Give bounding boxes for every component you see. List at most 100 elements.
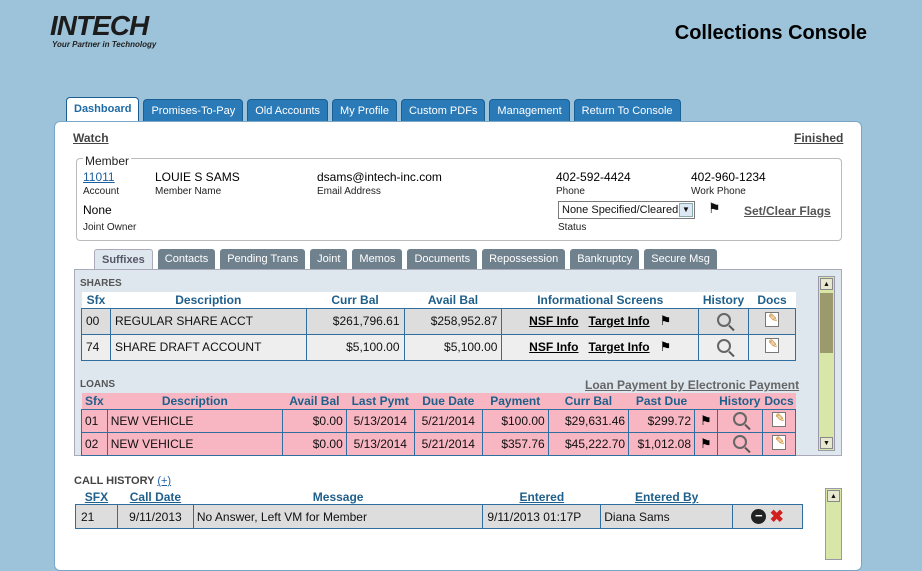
intech-logo: INTECH Your Partner in Technology: [50, 10, 156, 50]
avail-bal-cell: $0.00: [281, 408, 347, 433]
flag-cell: ⚑: [694, 431, 718, 456]
col-entered-by[interactable]: Entered By: [600, 490, 733, 505]
col-curr-bal: Curr Bal: [548, 393, 629, 409]
target-info-link[interactable]: Target Info: [588, 340, 650, 354]
history-cell: [698, 333, 750, 361]
history-cell: [716, 431, 763, 456]
watch-link[interactable]: Watch: [73, 131, 109, 145]
tab-repossession[interactable]: Repossession: [482, 249, 566, 269]
target-info-link[interactable]: Target Info: [588, 314, 650, 328]
col-due-date: Due Date: [414, 393, 483, 409]
docs-cell: [761, 431, 797, 456]
actions-cell: − ✖: [732, 504, 803, 529]
status-label: Status: [558, 222, 587, 233]
col-call-date[interactable]: Call Date: [117, 490, 194, 505]
col-payment: Payment: [482, 393, 549, 409]
col-actions: [732, 490, 803, 505]
shares-title: SHARES: [80, 278, 122, 289]
due-date-cell: 5/21/2014: [413, 408, 483, 433]
description-cell: NEW VEHICLE: [106, 431, 283, 456]
curr-bal-cell: $261,796.61: [305, 307, 405, 335]
flag-icon[interactable]: ⚑: [700, 412, 712, 428]
member-name-label: Member Name: [155, 186, 222, 197]
edit-document-icon[interactable]: [771, 411, 786, 427]
docs-cell: [748, 333, 796, 361]
search-icon[interactable]: [716, 338, 731, 353]
col-sfx[interactable]: SFX: [75, 490, 118, 505]
flag-icon[interactable]: ⚑: [700, 435, 712, 451]
logo-text: INTECH: [50, 10, 149, 41]
add-call-link[interactable]: (+): [157, 475, 172, 487]
tab-promises-to-pay[interactable]: Promises-To-Pay: [143, 99, 244, 121]
sfx-cell: 21: [75, 504, 118, 529]
email-label: Email Address: [317, 186, 381, 197]
suffixes-scrollbar[interactable]: ▲ ▼: [818, 276, 835, 451]
nsf-info-link[interactable]: NSF Info: [529, 314, 579, 328]
last-pymt-cell: 5/13/2014: [345, 431, 415, 456]
nsf-info-link[interactable]: NSF Info: [529, 340, 579, 354]
col-history: History: [717, 393, 763, 409]
delete-icon[interactable]: ✖: [769, 506, 784, 526]
chevron-down-icon[interactable]: ▼: [679, 203, 693, 217]
tab-return-to-console[interactable]: Return To Console: [573, 99, 681, 121]
description-cell: NEW VEHICLE: [106, 408, 283, 433]
tab-pending-trans[interactable]: Pending Trans: [220, 249, 306, 269]
search-icon[interactable]: [732, 412, 747, 426]
table-row: 74 SHARE DRAFT ACCOUNT $5,100.00 $5,100.…: [81, 333, 796, 361]
joint-owner: None: [83, 203, 112, 217]
sfx-cell: 01: [81, 408, 108, 433]
tab-dashboard[interactable]: Dashboard: [66, 97, 140, 121]
tab-memos[interactable]: Memos: [352, 249, 403, 269]
tab-suffixes[interactable]: Suffixes: [94, 249, 153, 269]
last-pymt-cell: 5/13/2014: [345, 408, 415, 433]
history-cell: [716, 408, 763, 433]
tab-my-profile[interactable]: My Profile: [332, 99, 397, 121]
table-row: 02 NEW VEHICLE $0.00 5/13/2014 5/21/2014…: [81, 431, 797, 456]
flag-icon[interactable]: ⚑: [659, 339, 672, 354]
edit-document-icon[interactable]: [765, 311, 780, 327]
message-cell: No Answer, Left VM for Member: [192, 504, 484, 529]
tab-custom-pdfs[interactable]: Custom PDFs: [400, 99, 486, 121]
payment-cell: $100.00: [481, 408, 549, 433]
col-entered[interactable]: Entered: [482, 490, 601, 505]
set-clear-flags-link[interactable]: Set/Clear Flags: [744, 204, 831, 218]
scroll-down-icon[interactable]: ▼: [820, 437, 833, 449]
minus-icon[interactable]: −: [751, 509, 767, 524]
edit-document-icon[interactable]: [765, 337, 780, 353]
flag-icon[interactable]: ⚑: [708, 200, 721, 216]
col-last-pymt: Last Pymt: [346, 393, 415, 409]
col-curr-bal: Curr Bal: [306, 292, 404, 308]
scroll-thumb[interactable]: [820, 293, 833, 353]
flag-icon[interactable]: ⚑: [659, 313, 672, 328]
work-phone: 402-960-1234: [691, 170, 766, 184]
description-cell: SHARE DRAFT ACCOUNT: [109, 333, 307, 361]
tab-management[interactable]: Management: [489, 99, 570, 121]
status-select[interactable]: None Specified/Cleared ▼: [558, 201, 695, 219]
avail-bal-cell: $5,100.00: [403, 333, 503, 361]
finished-link[interactable]: Finished: [794, 131, 844, 145]
col-avail-bal: Avail Bal: [282, 393, 347, 409]
tab-secure-msg[interactable]: Secure Msg: [644, 249, 717, 269]
scroll-up-icon[interactable]: ▲: [820, 278, 833, 290]
search-icon[interactable]: [732, 435, 747, 449]
loans-table: Sfx Description Avail Bal Last Pymt Due …: [81, 393, 797, 456]
tab-documents[interactable]: Documents: [407, 249, 478, 269]
call-history-title: CALL HISTORY (+): [74, 475, 171, 487]
search-icon[interactable]: [716, 312, 731, 327]
edit-document-icon[interactable]: [771, 434, 786, 450]
call-history-scrollbar[interactable]: ▲: [825, 488, 842, 560]
tab-joint[interactable]: Joint: [310, 249, 348, 269]
tab-bankruptcy[interactable]: Bankruptcy: [570, 249, 640, 269]
phone-label: Phone: [556, 186, 585, 197]
sub-tabs: Suffixes Contacts Pending Trans Joint Me…: [94, 249, 717, 269]
tab-contacts[interactable]: Contacts: [157, 249, 216, 269]
phone: 402-592-4424: [556, 170, 631, 184]
app-title: Collections Console: [674, 22, 867, 44]
col-info-screens: Informational Screens: [501, 292, 699, 308]
docs-cell: [748, 307, 796, 335]
table-row: 00 REGULAR SHARE ACCT $261,796.61 $258,9…: [81, 307, 796, 335]
account-number-link[interactable]: 11011: [83, 170, 115, 184]
loan-payment-link[interactable]: Loan Payment by Electronic Payment: [585, 378, 800, 392]
tab-old-accounts[interactable]: Old Accounts: [247, 99, 329, 121]
scroll-up-icon[interactable]: ▲: [827, 490, 840, 502]
